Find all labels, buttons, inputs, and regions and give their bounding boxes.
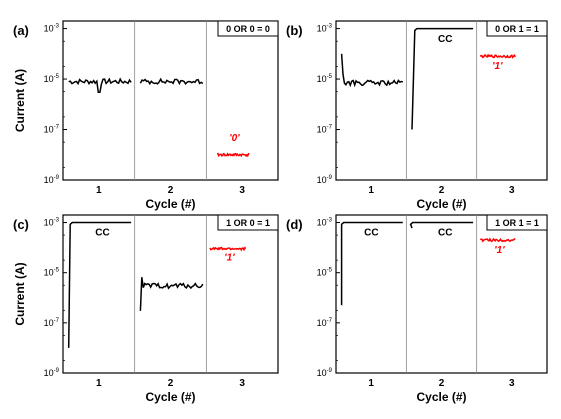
panel-label: (d)	[286, 217, 303, 232]
annotation-label: '1'	[492, 61, 503, 72]
y-tick-label: 10-5	[44, 74, 60, 84]
x-axis-label: Cycle (#)	[145, 390, 195, 404]
y-tick-label: 10-5	[317, 74, 333, 84]
annotation-label: CC	[95, 228, 109, 239]
y-axis-label: Current (A)	[13, 69, 27, 132]
series-cycle-1	[67, 221, 132, 348]
y-axis-label: Current (A)	[13, 262, 27, 325]
x-tick-label: 3	[509, 185, 515, 196]
y-tick-label: 10-9	[317, 175, 333, 185]
annotation-label: '1'	[494, 245, 505, 256]
x-tick-label: 3	[509, 378, 515, 389]
y-tick-label: 10-7	[44, 318, 60, 328]
series-cycle-3	[209, 246, 247, 252]
logic-title-box	[217, 214, 279, 231]
y-tick-label: 10-3	[317, 218, 333, 228]
y-tick-label: 10-9	[44, 175, 60, 185]
x-tick-label: 2	[439, 185, 445, 196]
annotation-label: CC	[364, 228, 378, 239]
x-tick-label: 2	[168, 378, 174, 389]
y-tick-label: 10-5	[44, 268, 60, 278]
y-tick-label: 10-3	[44, 24, 60, 34]
y-tick-label: 10-7	[317, 318, 333, 328]
x-tick-label: 3	[239, 185, 245, 196]
series-cycle-1	[340, 221, 403, 306]
x-tick-label: 1	[368, 185, 374, 196]
series-cycle-2	[409, 221, 474, 229]
y-tick-label: 10-7	[44, 125, 60, 135]
series-cycle-3	[479, 53, 516, 59]
series-cycle-3	[480, 237, 516, 243]
y-tick-label: 10-5	[317, 268, 333, 278]
logic-title: 1 OR 0 = 1	[226, 218, 270, 228]
x-axis-label: Cycle (#)	[416, 197, 466, 211]
y-tick-label: 10-7	[317, 125, 333, 135]
panel-b: 10-9 10-7 10-5 10-3 1 2 3 Cycle (#) (b) 0 OR 1 = …	[286, 20, 548, 211]
logic-title: 1 OR 1 = 1	[495, 218, 539, 228]
series-cycle-1	[340, 53, 404, 88]
panel-a: 10-9 10-7 10-5 10-3 1 2 3 Cycle (#) Current (A) (…	[13, 20, 279, 211]
x-tick-label: 1	[96, 185, 102, 196]
panel-c: 10-9 10-7 10-5 10-3 1 2 3 Cycle (#) Current (A) (…	[13, 214, 279, 404]
logic-title: 0 OR 0 = 0	[226, 24, 270, 34]
logic-title-box	[486, 20, 548, 37]
plot-frame	[335, 214, 548, 374]
series-cycle-3	[216, 152, 250, 158]
y-tick-label: 10-9	[317, 368, 333, 378]
x-tick-label: 1	[96, 378, 102, 389]
annotation-label: CC	[438, 228, 452, 239]
x-tick-label: 3	[239, 378, 245, 389]
x-tick-label: 1	[368, 378, 374, 389]
x-tick-label: 2	[439, 378, 445, 389]
logic-title-box	[486, 214, 548, 231]
plot-frame	[62, 20, 279, 181]
y-tick-label: 10-3	[44, 218, 60, 228]
logic-title-box	[217, 20, 279, 37]
annotation-label: CC	[438, 34, 452, 45]
annotation-label: '1'	[224, 253, 235, 264]
annotation-label: '0'	[229, 133, 240, 144]
panel-d: 10-9 10-7 10-5 10-3 1 2 3 Cycle (#) (d) 1 OR 1 = …	[286, 214, 548, 404]
series-cycle-2	[411, 27, 474, 130]
plot-frame	[62, 214, 279, 374]
x-axis-label: Cycle (#)	[145, 197, 195, 211]
series-cycle-1	[68, 77, 132, 94]
y-tick-label: 10-3	[317, 24, 333, 34]
logic-title: 0 OR 1 = 1	[495, 24, 539, 34]
x-axis-label: Cycle (#)	[416, 390, 466, 404]
plot-frame	[335, 20, 548, 181]
series-cycle-2	[139, 277, 204, 311]
panel-label: (c)	[13, 217, 29, 232]
series-cycle-2	[139, 77, 204, 86]
x-tick-label: 2	[168, 185, 174, 196]
panel-label: (a)	[13, 23, 29, 38]
y-tick-label: 10-9	[44, 368, 60, 378]
panel-label: (b)	[286, 23, 303, 38]
